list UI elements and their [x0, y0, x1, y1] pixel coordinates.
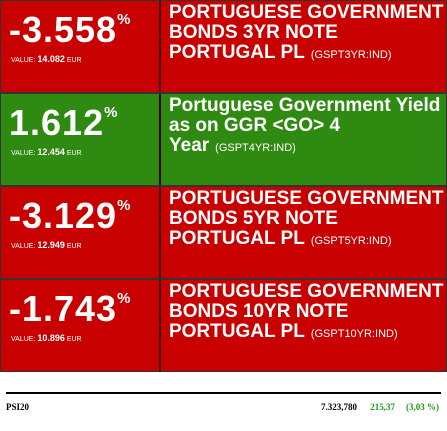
index-percent: (3,03 %): [406, 402, 439, 412]
value-line: VALUE: 12.949 EUR: [11, 240, 159, 250]
change-unit: %: [104, 104, 119, 121]
change-unit: %: [117, 290, 132, 307]
bond-info: PORTUGUESE GOVERNMENT BONDS 5YR NOTE POR…: [161, 187, 446, 278]
value-line: VALUE: 10.896 EUR: [11, 333, 159, 343]
change-value: -3.129: [9, 195, 118, 236]
bond-title: Portuguese Government Yield as on GGR <G…: [169, 95, 441, 156]
ticker-footer: PSI20 7.323,780 215,37 (3,03 %): [0, 372, 447, 431]
bond-title: PORTUGUESE GOVERNMENT BONDS 5YR NOTE POR…: [169, 188, 444, 249]
bond-code: (GSPT5YR:IND): [310, 235, 392, 247]
index-change: 215,37: [370, 402, 395, 412]
value-amount: 12.949: [37, 240, 65, 250]
value-currency: EUR: [66, 150, 82, 157]
bond-info: Portuguese Government Yield as on GGR <G…: [161, 94, 446, 185]
value-amount: 14.082: [37, 54, 65, 64]
bond-info: PORTUGUESE GOVERNMENT BONDS 3YR NOTE POR…: [161, 1, 446, 92]
value-label: VALUE:: [11, 243, 36, 250]
change-value: 1.612: [9, 102, 105, 143]
divider: [6, 392, 441, 394]
value-currency: EUR: [66, 243, 82, 250]
bond-code: (GSPT3YR:IND): [310, 49, 392, 61]
bond-title: PORTUGUESE GOVERNMENT BONDS 10YR NOTE PO…: [169, 281, 444, 342]
bond-code: (GSPT10YR:IND): [310, 328, 398, 340]
change-unit: %: [117, 11, 132, 28]
bond-list: -3.558% VALUE: 14.082 EUR PORTUGUESE GOVER…: [0, 0, 447, 372]
change: -3.558%: [9, 9, 159, 51]
change: -3.129%: [9, 195, 159, 237]
value-label: VALUE:: [11, 336, 36, 343]
change-value: -1.743: [9, 288, 118, 329]
change-box: -3.129% VALUE: 12.949 EUR: [1, 187, 161, 278]
value-amount: 10.896: [37, 333, 65, 343]
bond-code: (GSPT4YR:IND): [215, 142, 296, 154]
value-currency: EUR: [66, 57, 82, 64]
value-line: VALUE: 14.082 EUR: [11, 54, 159, 64]
bond-row: -3.558% VALUE: 14.082 EUR PORTUGUESE GOVER…: [0, 0, 447, 93]
change-value: -3.558: [9, 9, 118, 50]
value-label: VALUE:: [11, 57, 36, 64]
change-box: 1.612% VALUE: 12.454 EUR: [1, 94, 161, 185]
value-label: VALUE:: [11, 150, 36, 157]
bond-row: -1.743% VALUE: 10.896 EUR PORTUGUESE GOVER…: [0, 279, 447, 372]
change-box: -1.743% VALUE: 10.896 EUR: [1, 280, 161, 371]
value-currency: EUR: [66, 336, 82, 343]
bond-info: PORTUGUESE GOVERNMENT BONDS 10YR NOTE PO…: [161, 280, 446, 371]
index-name: PSI20: [6, 402, 30, 412]
change-unit: %: [117, 197, 132, 214]
change: 1.612%: [9, 102, 159, 144]
change-box: -3.558% VALUE: 14.082 EUR: [1, 1, 161, 92]
value-line: VALUE: 12.454 EUR: [11, 147, 159, 157]
bond-row: -3.129% VALUE: 12.949 EUR PORTUGUESE GOVER…: [0, 186, 447, 279]
index-level: 7.323,780: [321, 402, 357, 412]
bond-row: 1.612% VALUE: 12.454 EUR Portuguese Govern…: [0, 93, 447, 186]
value-amount: 12.454: [37, 147, 65, 157]
bond-title: PORTUGUESE GOVERNMENT BONDS 3YR NOTE POR…: [169, 2, 444, 63]
change: -1.743%: [9, 288, 159, 330]
